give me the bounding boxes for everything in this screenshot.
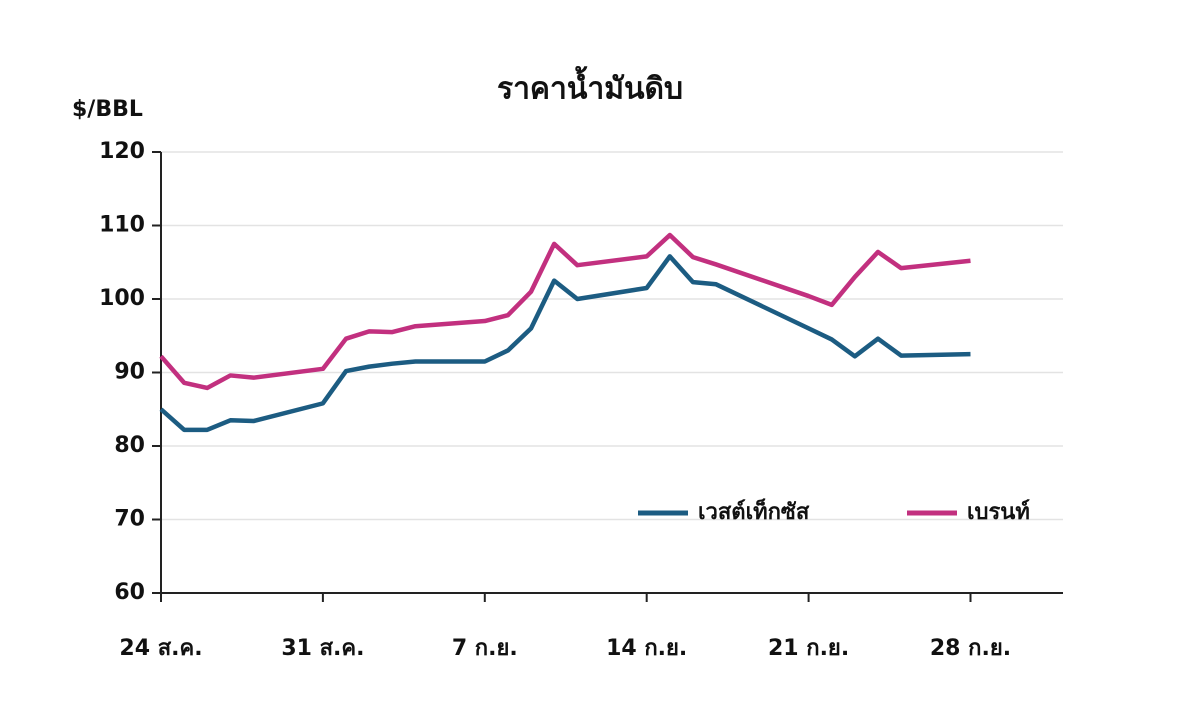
chart-title: ราคาน้ำมันดิบ (497, 66, 683, 107)
line-series (159, 254, 971, 433)
legend-label: เบรนท์ (967, 499, 1030, 525)
y-tick-label: 70 (114, 507, 145, 532)
line-series (159, 232, 971, 391)
y-tick-label: 80 (114, 433, 145, 458)
y-tick-label: 90 (114, 360, 145, 385)
x-tick-label: 28 ก.ย. (930, 636, 1011, 661)
legend-label: เวสต์เท็กซัส (698, 497, 810, 525)
y-tick-label: 60 (114, 580, 145, 605)
y-axis-label: $/BBL (72, 97, 143, 122)
y-tick-label: 110 (99, 213, 145, 238)
x-tick-label: 21 ก.ย. (768, 636, 849, 661)
x-tick-label: 7 ก.ย. (452, 636, 518, 661)
x-tick-label: 31 ส.ค. (281, 636, 364, 661)
x-tick-label: 24 ส.ค. (119, 636, 202, 661)
y-tick-label: 100 (99, 286, 145, 311)
x-tick-label: 14 ก.ย. (606, 636, 687, 661)
y-tick-label: 120 (99, 139, 145, 164)
